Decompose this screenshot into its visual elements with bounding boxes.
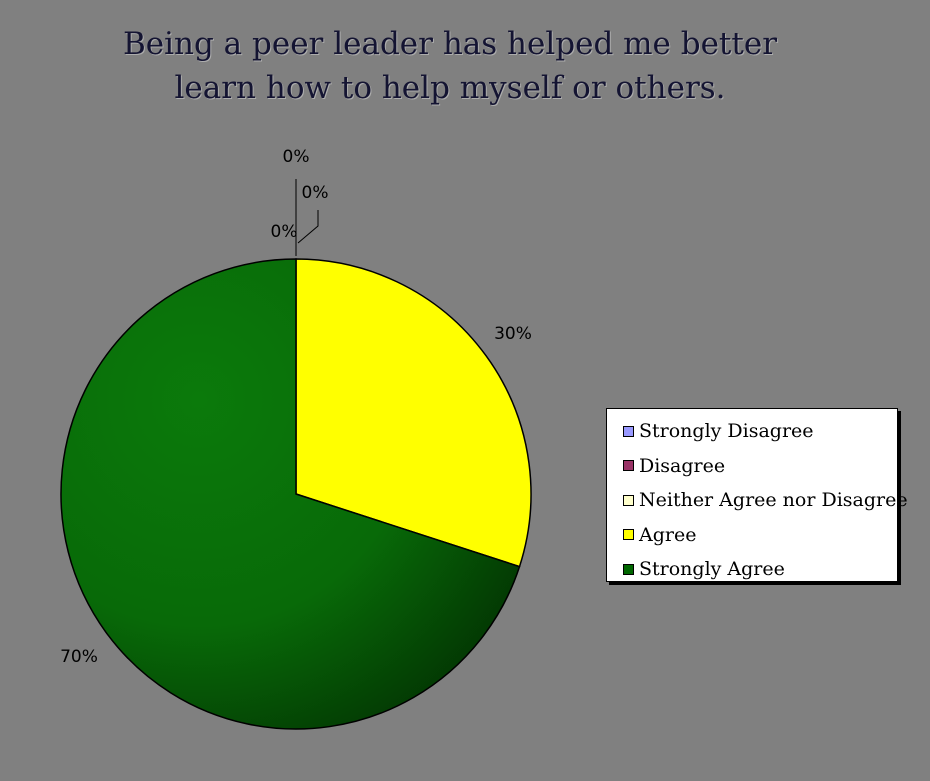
data-label-agree: 30% — [494, 324, 532, 344]
legend-swatch — [623, 494, 634, 506]
legend-label: Disagree — [639, 454, 726, 477]
leader-line — [297, 210, 319, 244]
chart-legend: Strongly Disagree Disagree Neither Agree… — [606, 408, 908, 582]
legend-item-strongly-agree: Strongly Agree — [607, 552, 897, 587]
legend-label: Neither Agree nor Disagree — [639, 489, 908, 512]
chart-title-line-1: Being a peer leader has helped me better — [122, 26, 778, 62]
chart-title: Being a peer leader has helped me better… — [100, 22, 800, 110]
legend-item-strongly-disagree: Strongly Disagree — [607, 414, 897, 449]
legend-item-agree: Agree — [607, 518, 897, 553]
legend-label: Agree — [639, 523, 697, 546]
legend-swatch — [623, 529, 634, 541]
legend-item-disagree: Disagree — [607, 449, 897, 484]
legend-swatch — [623, 563, 634, 575]
legend-label: Strongly Disagree — [639, 420, 814, 443]
data-label-disagree: 0% — [302, 183, 329, 203]
legend-item-neither: Neither Agree nor Disagree — [607, 483, 908, 518]
chart-title-line-2: learn how to help myself or others. — [174, 70, 726, 106]
legend-label: Strongly Agree — [639, 558, 785, 581]
pie-slice-strongly-agree — [60, 258, 521, 730]
data-label-strongly-agree: 70% — [60, 647, 98, 667]
data-label-neither-agree-nor-disagree: 0% — [271, 222, 298, 242]
data-label-strongly-disagree: 0% — [283, 147, 310, 167]
legend-swatch — [623, 425, 634, 437]
legend-swatch — [623, 460, 634, 472]
pie-slice-agree — [295, 258, 532, 568]
